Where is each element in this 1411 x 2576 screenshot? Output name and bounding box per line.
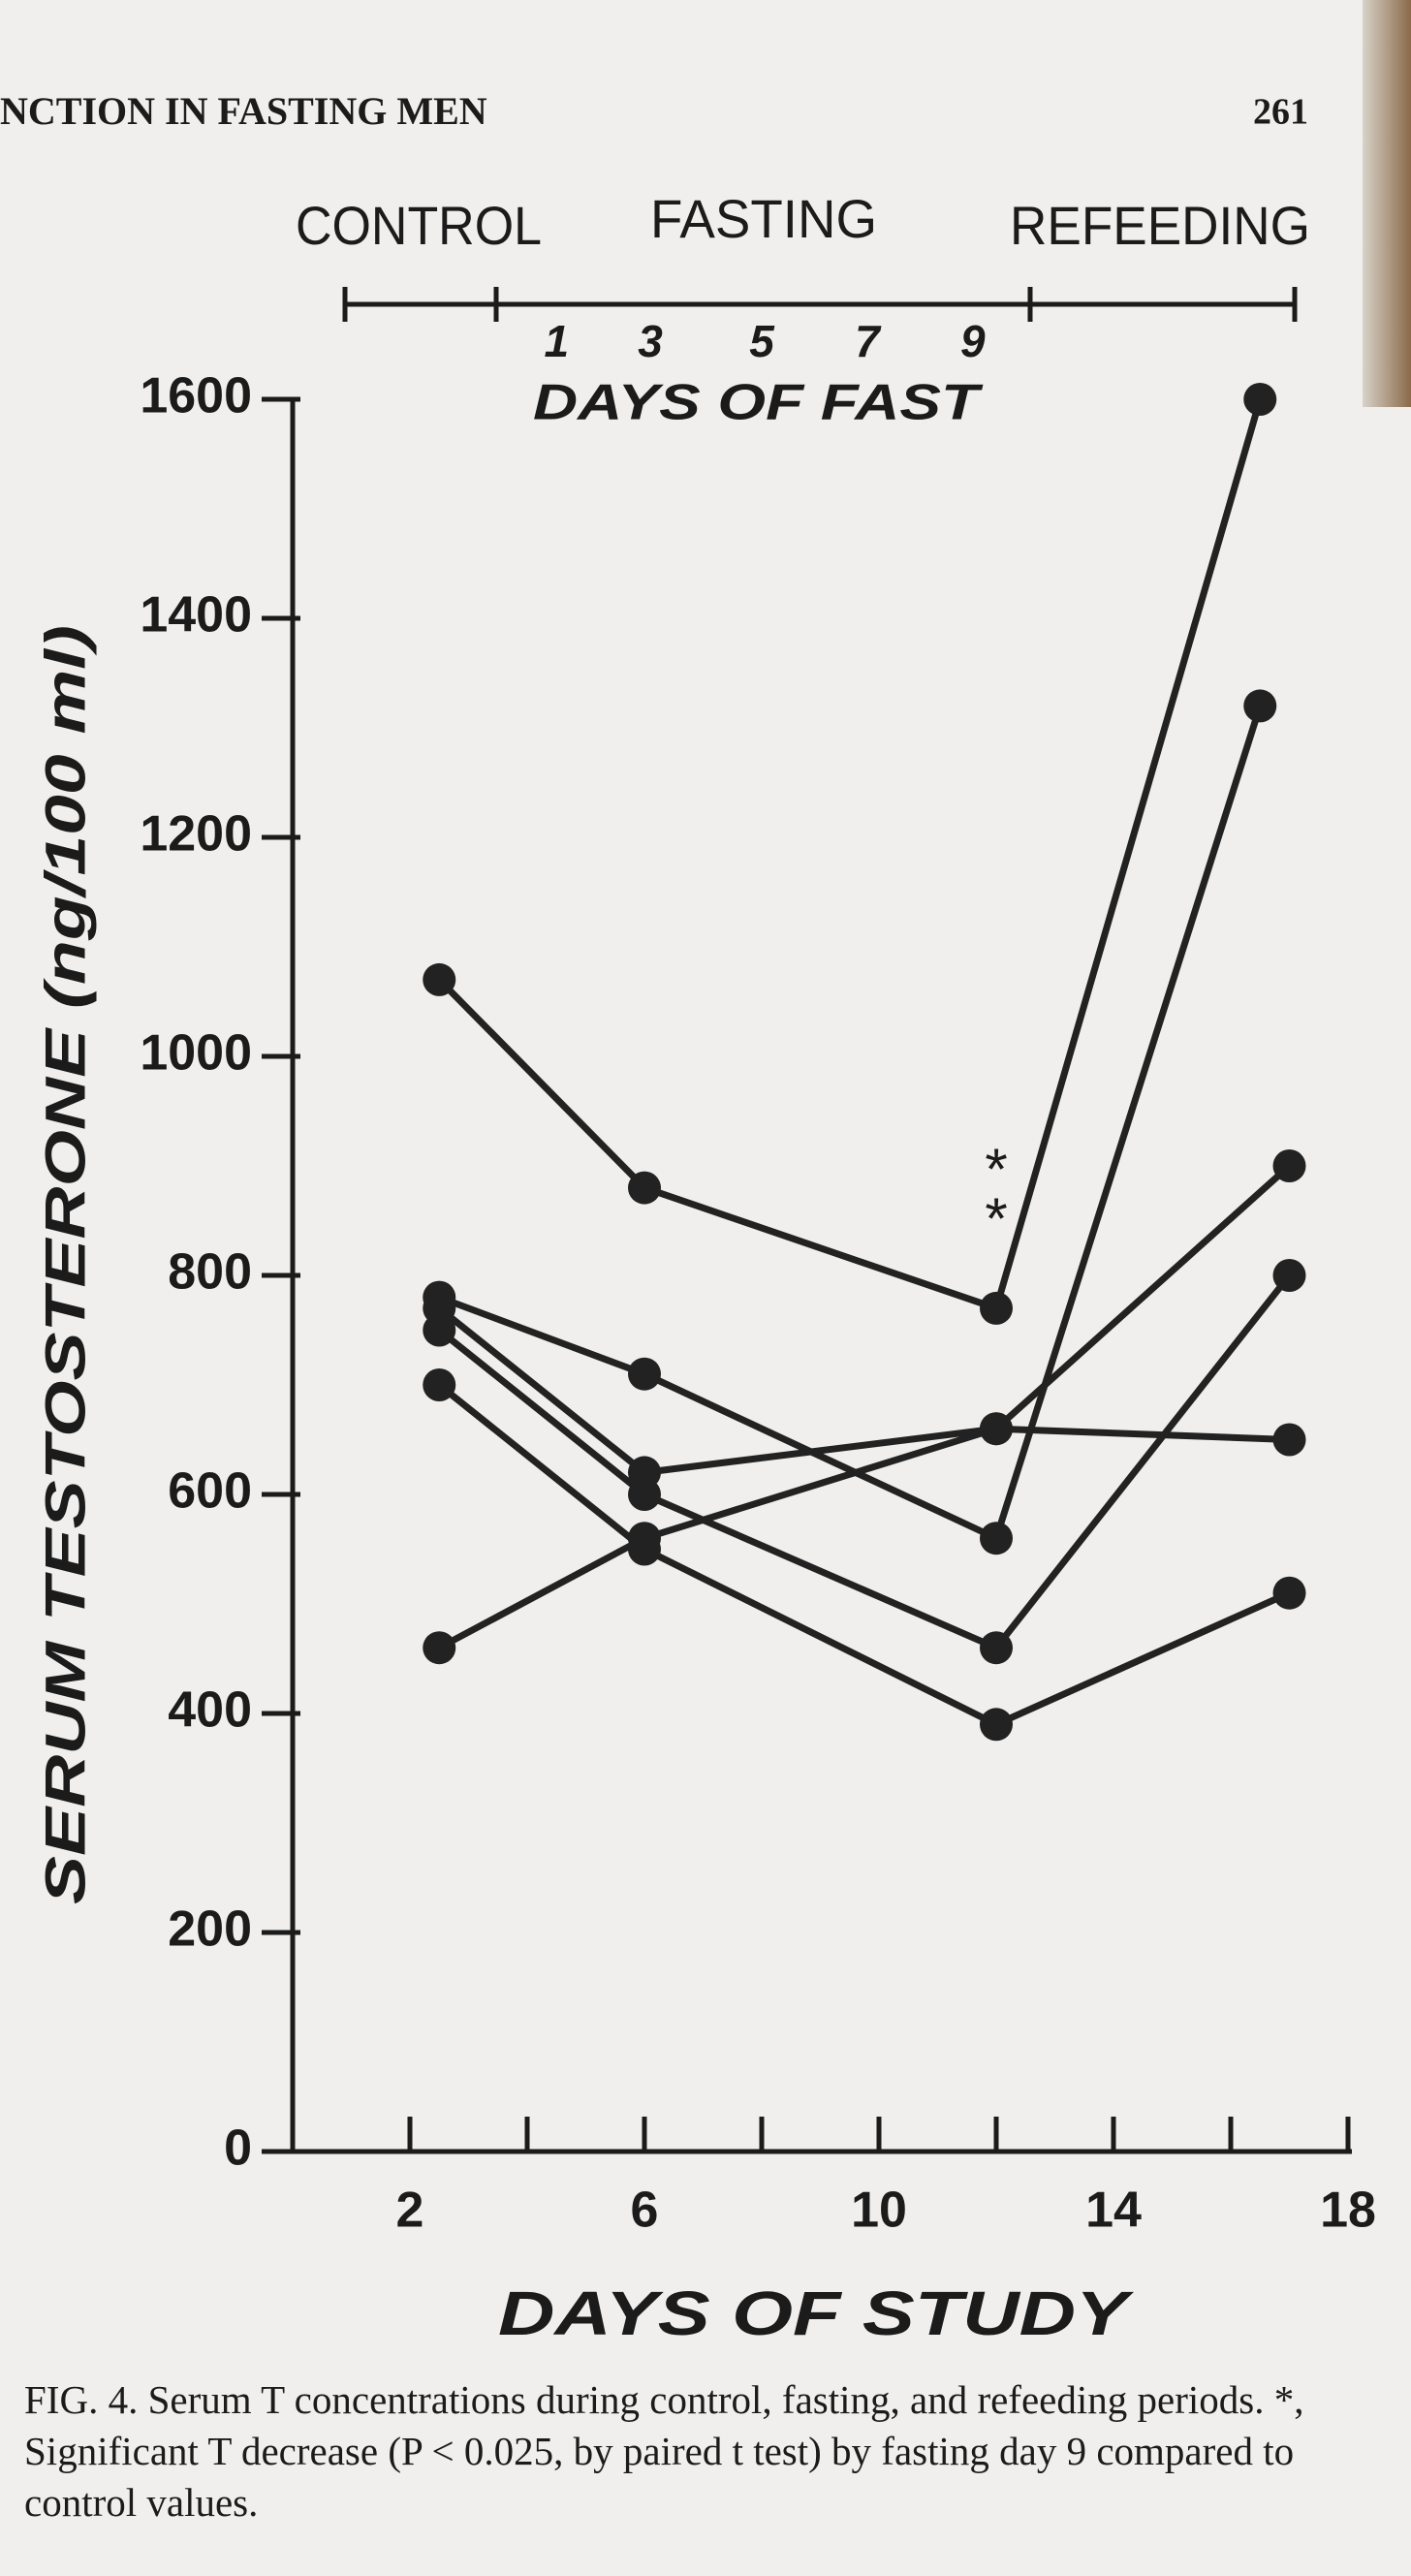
figure-caption: FIG. 4. Serum T concentrations during co… [24, 2377, 1304, 2525]
y-tick-label: 1200 [140, 806, 252, 863]
y-tick-label: 1600 [140, 368, 252, 424]
fast-day-label: 5 [749, 316, 775, 366]
data-point [628, 1522, 661, 1555]
phase-label: FASTING [650, 188, 877, 249]
series-line [437, 1272, 1293, 1651]
data-point [980, 1291, 1013, 1325]
phase-label: REFEEDING [1010, 195, 1310, 256]
fast-day-label: 1 [544, 316, 569, 366]
significance-mark: * [985, 1186, 1007, 1251]
fast-day-label: 7 [855, 316, 882, 366]
data-point [423, 1368, 456, 1401]
data-point [1243, 383, 1277, 416]
data-point [628, 1357, 661, 1391]
data-point [980, 1412, 1013, 1446]
data-point [1272, 1576, 1306, 1610]
phase-label: CONTROL [296, 195, 542, 256]
y-tick-label: 400 [168, 1682, 252, 1739]
series-line [436, 398, 1264, 1312]
fast-axis-title: DAYS OF FAST [533, 375, 984, 431]
y-tick-label: 600 [168, 1463, 252, 1520]
y-axis-title: SERUM TESTOSTERONE (ng/100 ml) [34, 625, 97, 1904]
y-tick-label: 0 [224, 2120, 252, 2177]
data-point [1272, 1423, 1306, 1457]
significance-mark: * [985, 1137, 1007, 1202]
data-point [980, 1631, 1013, 1665]
y-tick-label: 1000 [140, 1025, 252, 1082]
running-title: NCTION IN FASTING MEN [0, 89, 487, 133]
data-point [980, 1522, 1013, 1555]
y-tick-label: 200 [168, 1901, 252, 1958]
series-line [438, 705, 1264, 1542]
data-point [1272, 1149, 1306, 1182]
data-point [980, 1708, 1013, 1742]
data-point [1272, 1259, 1306, 1292]
x-tick-label: 18 [1320, 2183, 1376, 2239]
data-point [423, 962, 456, 996]
data-point [1243, 689, 1277, 723]
data-point [628, 1478, 661, 1511]
series-line [437, 1305, 1290, 1476]
x-tick-label: 2 [396, 2183, 424, 2239]
x-axis-title: DAYS OF STUDY [498, 2278, 1135, 2348]
y-tick-label: 1400 [140, 587, 252, 644]
series-line [437, 1382, 1291, 1728]
x-tick-label: 14 [1085, 2183, 1142, 2239]
page-number: 261 [1253, 92, 1308, 133]
phase-bar [342, 287, 1298, 322]
table-edge [1363, 0, 1411, 407]
data-point [423, 1313, 456, 1347]
fast-day-label: 3 [638, 316, 663, 366]
x-tick-label: 10 [851, 2183, 907, 2239]
series-line [437, 1163, 1292, 1651]
x-tick-label: 6 [631, 2183, 659, 2239]
y-tick-label: 800 [168, 1244, 252, 1301]
data-point [423, 1631, 456, 1665]
data-point [628, 1171, 661, 1205]
fast-day-label: 9 [960, 316, 986, 366]
